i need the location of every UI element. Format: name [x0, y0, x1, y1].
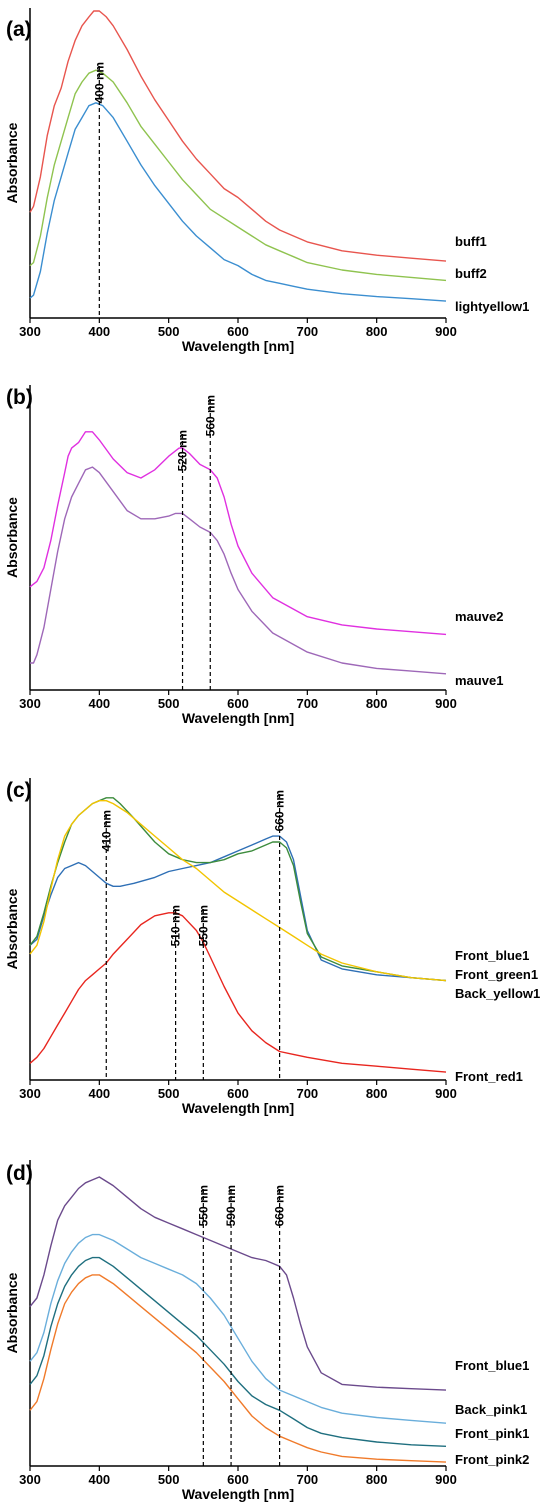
- series-label: Back_yellow1: [455, 986, 540, 1001]
- panel-label: (b): [6, 386, 33, 409]
- series-label: Front_pink2: [455, 1452, 529, 1467]
- series-label: lightyellow1: [455, 299, 529, 314]
- x-tick-label: 300: [19, 1472, 41, 1487]
- series-line-front-green1: [29, 797, 447, 982]
- x-tick-label: 600: [227, 696, 249, 711]
- x-tick-label: 800: [366, 324, 388, 339]
- peak-marker-label: 520 nm: [176, 430, 190, 471]
- series-line-mauve1: [30, 466, 447, 675]
- panel-label: (a): [6, 18, 32, 41]
- series-line-front-blue1: [29, 1176, 447, 1391]
- y-axis-title: Absorbance: [4, 122, 20, 203]
- x-tick-label: 400: [88, 696, 110, 711]
- series-line-lightyellow1: [29, 102, 447, 302]
- series-label: mauve1: [455, 673, 503, 688]
- x-tick-label: 600: [227, 324, 249, 339]
- x-tick-label: 300: [19, 696, 41, 711]
- peak-marker-label: 510 nm: [169, 905, 183, 946]
- x-tick-label: 600: [227, 1086, 249, 1101]
- x-tick-label: 400: [88, 324, 110, 339]
- panel-label: (c): [6, 779, 32, 802]
- x-tick-label: 700: [296, 1472, 318, 1487]
- x-tick-label: 900: [435, 696, 457, 711]
- chart-panel-c: 300 400 500 600 700 800 900 Wavelength [nm] Abso…: [4, 778, 540, 1116]
- series-label: mauve2: [455, 609, 503, 624]
- series-label: Front_blue1: [455, 948, 529, 963]
- x-axis-title: Wavelength [nm]: [182, 338, 294, 354]
- x-tick-label: 500: [158, 1472, 180, 1487]
- peak-marker-label: 400 nm: [92, 62, 106, 103]
- y-axis-title: Absorbance: [4, 1272, 20, 1353]
- x-tick-label: 500: [158, 1086, 180, 1101]
- series-label: buff2: [455, 266, 487, 281]
- x-tick-label: 800: [366, 696, 388, 711]
- x-tick-label: 600: [227, 1472, 249, 1487]
- series-line-back-yellow1: [29, 800, 447, 982]
- x-tick-label: 400: [88, 1472, 110, 1487]
- y-axis-title: Absorbance: [4, 497, 20, 578]
- series-line-front-blue1: [29, 835, 447, 982]
- y-axis-title: Absorbance: [4, 888, 20, 969]
- x-tick-label: 700: [296, 324, 318, 339]
- panel-label: (d): [6, 1162, 33, 1185]
- series-line-buff1: [29, 10, 447, 262]
- x-tick-label: 500: [158, 324, 180, 339]
- peak-marker-label: 660 nm: [273, 1185, 287, 1226]
- series-line-front-red1: [29, 912, 447, 1073]
- chart-panel-b: 300 400 500 600 700 800 900 Wavelength [nm] Abso…: [4, 385, 503, 726]
- series-line-buff2: [29, 69, 447, 282]
- series-line-front-pink1: [29, 1256, 447, 1447]
- series-label: Front_pink1: [455, 1426, 529, 1441]
- x-tick-label: 500: [158, 696, 180, 711]
- series-label: Front_blue1: [455, 1358, 529, 1373]
- x-tick-label: 800: [366, 1472, 388, 1487]
- x-tick-label: 700: [296, 1086, 318, 1101]
- chart-panel-d: 300 400 500 600 700 800 900 Wavelength [nm] Abso…: [4, 1160, 529, 1502]
- x-axis-title: Wavelength [nm]: [182, 1486, 294, 1502]
- series-line-back-pink1: [29, 1233, 447, 1424]
- series-label: Front_green1: [455, 967, 538, 982]
- series-line-mauve2: [29, 431, 447, 636]
- peak-marker-label: 410 nm: [99, 810, 113, 851]
- peak-marker-label: 550 nm: [196, 1185, 210, 1226]
- x-tick-label: 900: [435, 1086, 457, 1101]
- x-tick-label: 900: [435, 324, 457, 339]
- x-tick-label: 700: [296, 696, 318, 711]
- peak-marker-label: 660 nm: [273, 790, 287, 831]
- x-axis-title: Wavelength [nm]: [182, 710, 294, 726]
- x-tick-label: 300: [19, 1086, 41, 1101]
- x-axis-title: Wavelength [nm]: [182, 1100, 294, 1116]
- x-tick-label: 800: [366, 1086, 388, 1101]
- x-tick-label: 300: [19, 324, 41, 339]
- peak-marker-label: 550 nm: [196, 905, 210, 946]
- series-label: buff1: [455, 234, 487, 249]
- series-line-front-pink2: [29, 1274, 447, 1463]
- x-tick-label: 400: [88, 1086, 110, 1101]
- series-label: Front_red1: [455, 1069, 523, 1084]
- series-label: Back_pink1: [455, 1402, 527, 1417]
- peak-marker-label: 560 nm: [203, 395, 217, 436]
- chart-panel-a: 300 400 500 600 700 800 900 Wavelength [nm] Abso…: [4, 8, 529, 354]
- x-tick-label: 900: [435, 1472, 457, 1487]
- peak-marker-label: 590 nm: [224, 1185, 238, 1226]
